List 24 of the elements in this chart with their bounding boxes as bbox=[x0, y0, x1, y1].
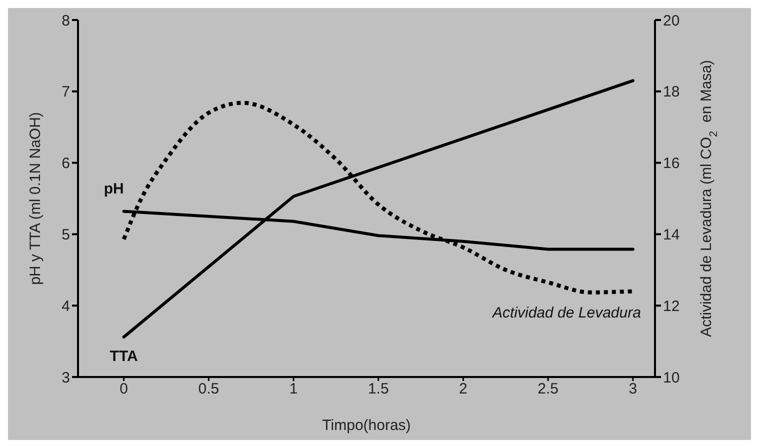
y2-tick-label: 14 bbox=[663, 226, 680, 244]
y-tick-label: 8 bbox=[62, 12, 70, 30]
x-tick-label: 1 bbox=[289, 380, 298, 398]
series-label: pH bbox=[104, 180, 124, 198]
x-tick-label: 3 bbox=[628, 380, 638, 398]
y2-tick-label: 18 bbox=[663, 84, 680, 101]
y2-tick-label: 16 bbox=[663, 155, 680, 172]
y2-tick-label: 20 bbox=[663, 12, 680, 30]
x-axis-title: Timpo(horas) bbox=[322, 417, 411, 434]
series-label: TTA bbox=[110, 348, 138, 366]
y2-tick-label: 10 bbox=[663, 369, 680, 386]
x-tick-label: 2 bbox=[459, 380, 468, 398]
y-axis-title: pH y TTA (ml 0.1N NaOH) bbox=[27, 112, 44, 285]
x-tick-label: 0.5 bbox=[198, 380, 220, 398]
y-tick-label: 3 bbox=[62, 369, 70, 386]
y2-tick-label: 12 bbox=[663, 298, 680, 315]
x-tick-label: 1.5 bbox=[368, 380, 389, 398]
y-tick-label: 7 bbox=[62, 84, 70, 101]
x-tick-label: 0 bbox=[120, 380, 128, 398]
series-label: Actividad de Levadura bbox=[492, 304, 641, 322]
x-tick-label: 2.5 bbox=[538, 380, 559, 398]
y-tick-label: 6 bbox=[62, 155, 70, 172]
y-tick-label: 4 bbox=[62, 298, 70, 315]
y-tick-label: 5 bbox=[62, 226, 70, 244]
